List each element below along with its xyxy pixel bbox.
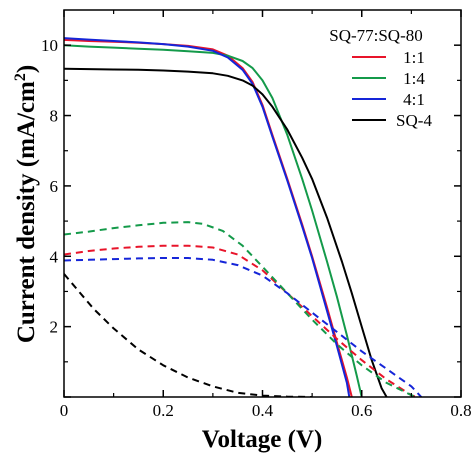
x-tick-label-1: 0.2	[153, 401, 174, 420]
y-tick-label-1: 2	[50, 318, 59, 337]
y-axis-title: Current density (mA/cm2)	[12, 65, 40, 343]
x-tick-label-3: 0.6	[351, 401, 372, 420]
x-axis-title: Voltage (V)	[202, 426, 323, 453]
series-layer	[64, 37, 423, 397]
series-line-dashed-6	[64, 257, 423, 397]
legend-label-SQ-4: SQ-4	[396, 111, 432, 130]
x-tick-label-2: 0.4	[252, 401, 274, 420]
y-tick-label-2: 4	[50, 247, 59, 266]
series-line-dashed-4	[64, 244, 417, 397]
series-line-1-1-solid-0	[64, 38, 353, 397]
series-line-dashed-7	[64, 273, 313, 397]
legend-label-4-1: 4:1	[403, 90, 425, 109]
series-line-4-1-solid-2	[64, 37, 351, 397]
series-line-dashed-5	[64, 221, 417, 397]
legend-label-1-1: 1:1	[403, 48, 425, 67]
legend: SQ-77:SQ-80 1:1 1:4 4:1 SQ-4	[329, 26, 432, 130]
legend-label-1-4: 1:4	[403, 69, 425, 88]
series-line-1-4-solid-1	[64, 44, 363, 397]
legend-title: SQ-77:SQ-80	[329, 26, 423, 45]
ticks-layer: 0 0.2 0.4 0.6 0.8 2 4 6 8 10	[41, 10, 472, 420]
y-axis-title-main: Current density (mA/cm	[13, 81, 40, 343]
x-tick-label-0: 0	[60, 401, 69, 420]
y-axis-title-sup: 2	[12, 73, 29, 81]
y-tick-label-5: 10	[41, 36, 58, 55]
y-tick-label-4: 8	[50, 107, 59, 126]
x-tick-label-4: 0.8	[450, 401, 471, 420]
plot-frame	[63, 9, 462, 398]
y-tick-label-3: 6	[50, 177, 59, 196]
y-axis-title-end: )	[13, 65, 40, 73]
series-line-SQ-4-solid-3	[64, 67, 388, 397]
